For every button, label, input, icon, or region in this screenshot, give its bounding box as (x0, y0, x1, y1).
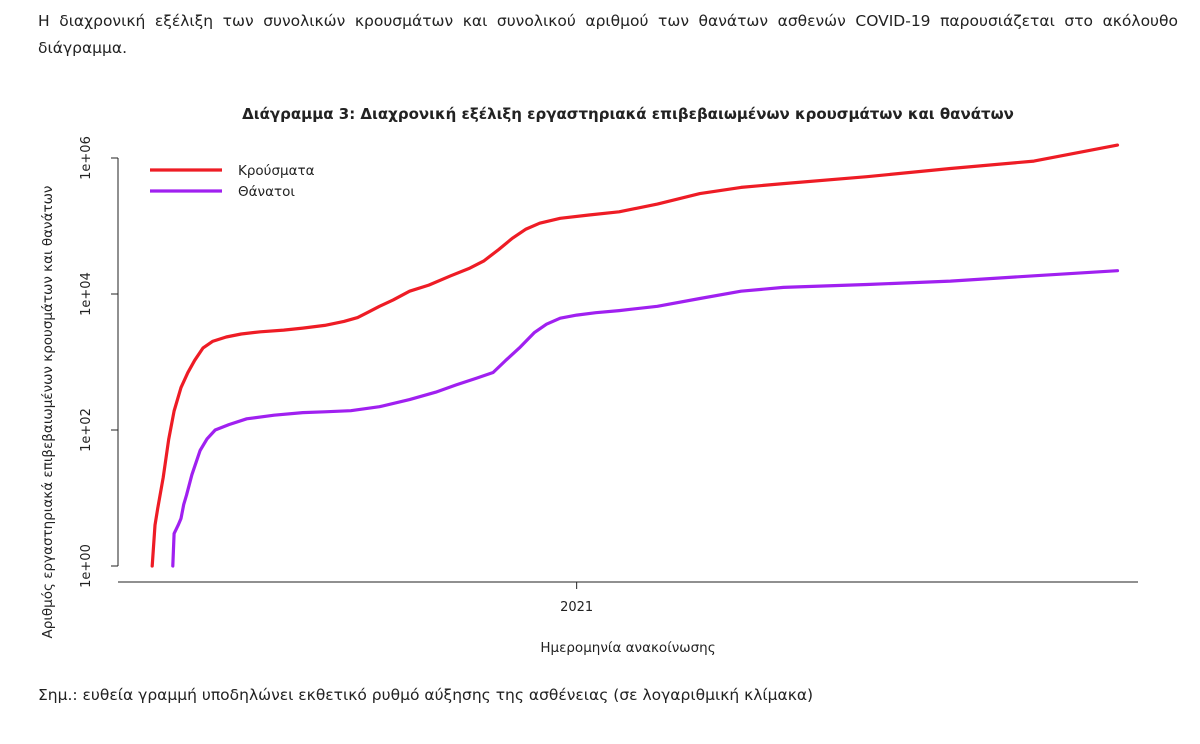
legend-label-0: Κρούσματα (238, 163, 315, 179)
series-line-1 (171, 269, 1120, 568)
x-axis-label: Ημερομηνία ανακοίνωσης (540, 640, 715, 656)
chart-title: Διάγραμμα 3: Διαχρονική εξέλιξη εργαστηρ… (242, 105, 1014, 123)
y-tick-label: 1e+02 (79, 408, 94, 452)
series-lines (150, 143, 1120, 568)
legend: Κρούσματα Θάνατοι (150, 163, 315, 200)
legend-label-1: Θάνατοι (238, 184, 295, 200)
footnote: Σημ.: ευθεία γραμμή υποδηλώνει εκθετικό … (38, 686, 814, 704)
y-axis: 1e+00 1e+02 1e+04 1e+06 (79, 136, 119, 588)
y-tick-label: 1e+00 (79, 544, 94, 588)
x-tick-label: 2021 (560, 600, 593, 615)
series-line-0 (150, 143, 1120, 568)
chart-area: Διάγραμμα 3: Διαχρονική εξέλιξη εργαστηρ… (40, 105, 1138, 656)
y-tick-label: 1e+06 (79, 136, 94, 180)
y-axis-label: Αριθμός εργαστηριακά επιβεβαιωμένων κρου… (40, 186, 56, 639)
intro-paragraph: Η διαχρονική εξέλιξη των συνολικών κρουσ… (38, 12, 1178, 57)
y-tick-label: 1e+04 (79, 272, 94, 316)
x-axis: 2021 (118, 581, 1138, 615)
